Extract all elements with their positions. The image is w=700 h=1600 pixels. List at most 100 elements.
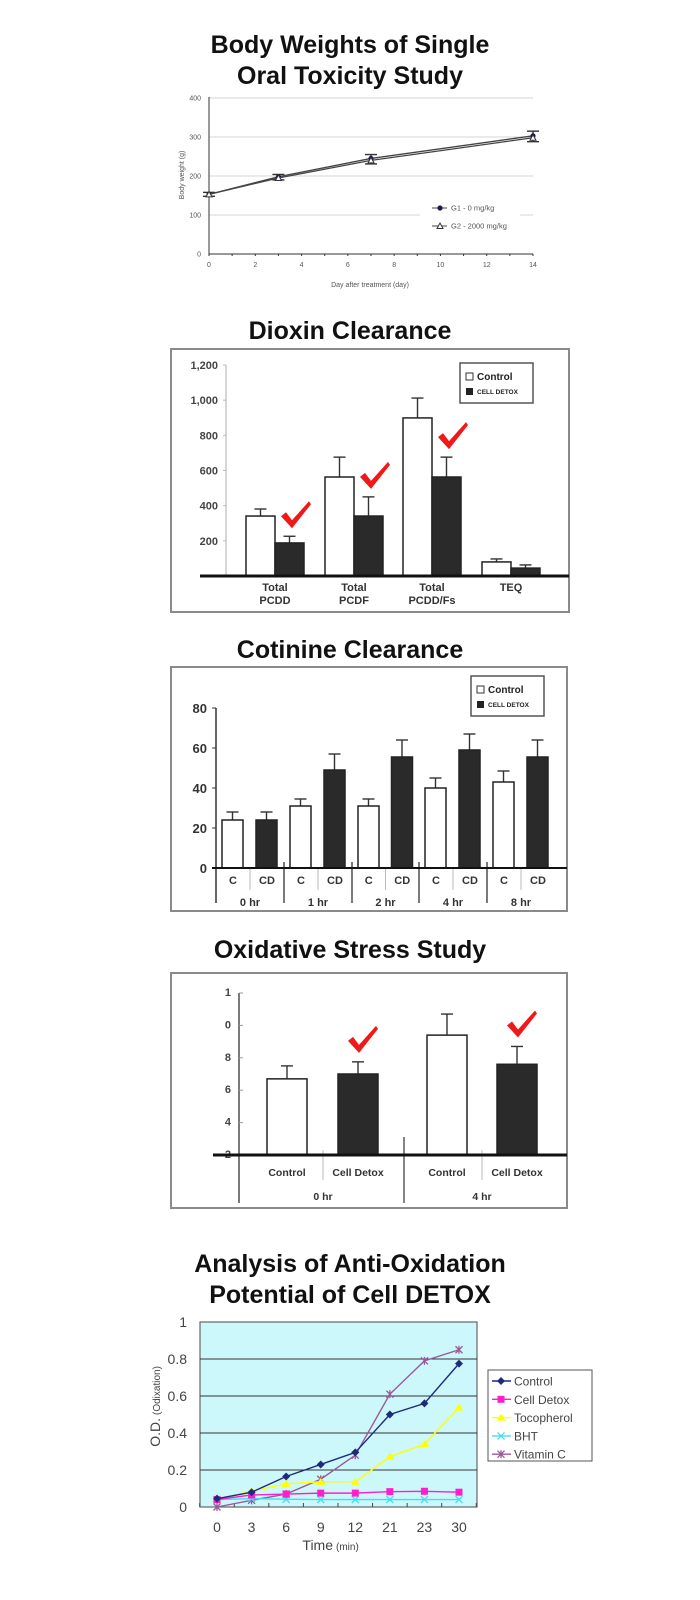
x-tick-label: 12 bbox=[347, 1519, 363, 1535]
group-label: 0 hr bbox=[313, 1191, 332, 1203]
data-point bbox=[213, 1503, 221, 1511]
data-point bbox=[385, 1410, 394, 1419]
data-point bbox=[385, 1452, 395, 1460]
data-point bbox=[316, 1460, 325, 1469]
y-tick-label: 600 bbox=[200, 466, 218, 478]
y-axis-label: Body weight (g) bbox=[179, 151, 186, 200]
legend-marker bbox=[497, 1395, 505, 1403]
sub-label: C bbox=[432, 875, 440, 887]
legend-label: Tocopherol bbox=[514, 1411, 573, 1425]
bar-control bbox=[492, 781, 515, 869]
series-line-bht bbox=[216, 1497, 459, 1501]
y-tick-label: 1 bbox=[225, 987, 231, 999]
category-label-line: TEQ bbox=[500, 582, 523, 594]
bar-cell-detox bbox=[323, 769, 346, 869]
data-point bbox=[367, 156, 375, 164]
data-point bbox=[455, 1495, 463, 1504]
data-point bbox=[350, 1477, 360, 1485]
data-point bbox=[205, 190, 213, 198]
sub-label: Control bbox=[268, 1167, 305, 1179]
category-label: Total PCDF bbox=[339, 582, 369, 607]
category-label: TEQ bbox=[500, 582, 523, 594]
data-point bbox=[454, 1403, 464, 1411]
x-tick-label: 14 bbox=[529, 262, 537, 269]
data-point bbox=[316, 1477, 326, 1485]
y-tick-label: 400 bbox=[189, 96, 201, 103]
chart-title-cotinine: Cotinine Clearance bbox=[236, 636, 464, 664]
bar-control bbox=[424, 787, 447, 869]
bar-cell-detox bbox=[353, 515, 384, 577]
legend-label: Cell Detox bbox=[514, 1393, 569, 1407]
y-tick-label: 0.2 bbox=[168, 1462, 188, 1478]
red-checkmark-icon bbox=[348, 1025, 378, 1053]
x-axis-label: Time bbox=[302, 1537, 333, 1553]
category-label-line: Total bbox=[341, 582, 366, 594]
x-tick-label: 6 bbox=[282, 1519, 290, 1535]
data-point bbox=[419, 1440, 429, 1448]
data-point bbox=[247, 1488, 256, 1497]
category-label-line: PCDD/Fs bbox=[408, 595, 455, 607]
series-line-control bbox=[216, 1363, 460, 1500]
legend-swatch-control bbox=[465, 372, 474, 381]
data-point bbox=[455, 1345, 463, 1354]
sub-label: C bbox=[500, 875, 508, 887]
group-label: 2 hr bbox=[375, 897, 396, 909]
data-point bbox=[351, 1495, 360, 1504]
y-axis-unit: (Odixation) bbox=[152, 1366, 163, 1415]
chart-title-anti-oxidation: Analysis of Anti-Oxidation Potential of … bbox=[194, 1250, 506, 1309]
legend-marker bbox=[497, 1450, 505, 1459]
x-tick-label: 0 bbox=[207, 262, 211, 269]
red-checkmark-icon bbox=[507, 1010, 537, 1038]
legend-box bbox=[487, 1369, 593, 1462]
x-tick-label: 4 bbox=[300, 262, 304, 269]
legend-background bbox=[420, 198, 520, 234]
x-tick-label: 10 bbox=[437, 262, 445, 269]
legend-label: G2 - 2000 mg/kg bbox=[451, 222, 507, 231]
legend-label: BHT bbox=[514, 1429, 539, 1443]
y-tick-label: 0 bbox=[197, 252, 201, 259]
y-tick-label: 4 bbox=[225, 1117, 232, 1129]
y-tick-label: 0 bbox=[225, 1019, 231, 1031]
x-tick-label: 6 bbox=[346, 262, 350, 269]
y-tick-label: 40 bbox=[193, 781, 207, 796]
anti-oxidation-chart: 0 0.2 0.4 0.6 0.8 1 0 3 6 9 12 21 23 30 Time (min) O.D. (… bbox=[147, 1314, 593, 1553]
bar-control bbox=[289, 805, 312, 869]
sub-label: C bbox=[365, 875, 373, 887]
legend-swatch-cell-detox bbox=[477, 701, 484, 708]
data-point bbox=[386, 1488, 394, 1496]
x-axis-unit: (min) bbox=[336, 1542, 359, 1553]
y-tick-label: 200 bbox=[189, 174, 201, 181]
legend-label: Control bbox=[477, 372, 513, 383]
data-point bbox=[281, 1479, 291, 1487]
x-tick-label: 30 bbox=[451, 1519, 467, 1535]
red-checkmark-icon bbox=[438, 422, 468, 450]
series-line-2 bbox=[208, 137, 534, 195]
chart-title-body-weights: Body Weights of Single Oral Toxicity Stu… bbox=[210, 31, 490, 90]
sub-label: Cell Detox bbox=[332, 1167, 384, 1179]
category-label-line: Total bbox=[262, 582, 287, 594]
data-point bbox=[282, 1490, 290, 1498]
legend-marker bbox=[436, 221, 444, 229]
legend-label: CELL DETOX bbox=[477, 389, 519, 396]
data-point bbox=[274, 173, 283, 181]
bar-cell-detox bbox=[337, 1073, 379, 1156]
x-axis-label: Day after treatment (day) bbox=[331, 282, 409, 289]
legend-swatch-control bbox=[476, 685, 485, 694]
y-tick-label: 300 bbox=[189, 135, 201, 142]
y-tick-label: 0.8 bbox=[168, 1351, 188, 1367]
bar-control bbox=[221, 819, 244, 869]
bar-cell-detox bbox=[496, 1063, 538, 1156]
category-label: Total PCDD/Fs bbox=[408, 582, 455, 607]
data-point bbox=[385, 1390, 394, 1399]
y-tick-label: 1 bbox=[179, 1314, 187, 1330]
data-point bbox=[282, 1472, 291, 1481]
category-label-line: PCDD bbox=[259, 595, 290, 607]
sub-label: C bbox=[297, 875, 305, 887]
sub-label: CD bbox=[259, 875, 275, 887]
legend-box bbox=[459, 362, 534, 404]
bar-cell-detox bbox=[431, 476, 462, 577]
sub-label: CD bbox=[394, 875, 410, 887]
bar-cell-detox bbox=[458, 749, 481, 869]
y-tick-label: 1,000 bbox=[190, 395, 218, 407]
